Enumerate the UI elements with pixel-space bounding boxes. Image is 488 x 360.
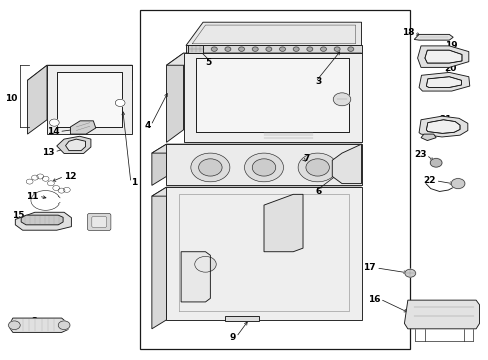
Text: 12: 12 <box>64 172 77 181</box>
Polygon shape <box>166 53 183 142</box>
Circle shape <box>244 153 283 182</box>
Circle shape <box>347 47 353 51</box>
Text: 6: 6 <box>315 187 321 196</box>
Circle shape <box>265 47 271 51</box>
Circle shape <box>49 119 59 126</box>
Circle shape <box>197 47 203 51</box>
Circle shape <box>53 185 60 190</box>
Circle shape <box>58 321 70 329</box>
Polygon shape <box>188 45 203 53</box>
Polygon shape <box>152 187 166 329</box>
Circle shape <box>298 153 336 182</box>
Polygon shape <box>424 50 461 63</box>
Polygon shape <box>166 187 361 320</box>
Polygon shape <box>15 212 71 230</box>
Circle shape <box>293 47 299 51</box>
Polygon shape <box>195 58 348 132</box>
Polygon shape <box>224 316 259 320</box>
Circle shape <box>252 47 258 51</box>
Circle shape <box>194 256 216 272</box>
Polygon shape <box>166 53 361 65</box>
Text: 4: 4 <box>144 121 151 130</box>
FancyBboxPatch shape <box>87 213 111 230</box>
Polygon shape <box>404 300 479 329</box>
Polygon shape <box>166 144 361 185</box>
Circle shape <box>279 47 285 51</box>
Text: 22: 22 <box>422 176 435 185</box>
Polygon shape <box>183 53 361 142</box>
Circle shape <box>450 179 464 189</box>
Polygon shape <box>331 144 361 184</box>
Bar <box>140 10 409 348</box>
Circle shape <box>332 93 350 106</box>
Circle shape <box>58 188 65 193</box>
Polygon shape <box>21 215 63 225</box>
Circle shape <box>224 47 230 51</box>
Text: 20: 20 <box>444 64 456 73</box>
Polygon shape <box>57 72 122 127</box>
Circle shape <box>429 158 441 167</box>
Text: 2: 2 <box>31 317 37 326</box>
Circle shape <box>238 47 244 51</box>
Polygon shape <box>185 22 361 45</box>
Circle shape <box>320 47 326 51</box>
Text: 14: 14 <box>46 127 59 136</box>
Text: 9: 9 <box>229 333 236 342</box>
Polygon shape <box>27 65 47 134</box>
Circle shape <box>42 176 49 181</box>
Text: 1: 1 <box>131 178 137 187</box>
Circle shape <box>47 181 54 186</box>
Text: 21: 21 <box>439 115 451 124</box>
Polygon shape <box>418 72 469 91</box>
Polygon shape <box>47 65 132 134</box>
Text: 3: 3 <box>315 77 321 86</box>
Polygon shape <box>420 134 435 140</box>
Polygon shape <box>27 65 132 80</box>
Text: 19: 19 <box>445 41 457 50</box>
Text: 15: 15 <box>12 211 24 220</box>
Polygon shape <box>57 136 91 153</box>
Text: 16: 16 <box>367 294 379 303</box>
Polygon shape <box>264 194 303 252</box>
Text: 17: 17 <box>363 264 375 273</box>
Polygon shape <box>413 35 452 40</box>
Circle shape <box>305 159 329 176</box>
Polygon shape <box>9 318 68 332</box>
Circle shape <box>26 179 33 184</box>
Polygon shape <box>70 121 96 134</box>
Circle shape <box>333 47 339 51</box>
Polygon shape <box>181 252 210 302</box>
Circle shape <box>252 159 275 176</box>
Polygon shape <box>152 144 166 185</box>
Circle shape <box>198 159 222 176</box>
Text: 5: 5 <box>204 58 211 67</box>
Text: 11: 11 <box>26 192 39 201</box>
Polygon shape <box>417 46 468 67</box>
Circle shape <box>63 187 70 192</box>
Circle shape <box>211 47 217 51</box>
Text: 7: 7 <box>303 154 309 163</box>
Text: 8: 8 <box>100 214 106 223</box>
Circle shape <box>115 99 125 107</box>
Circle shape <box>8 321 20 329</box>
FancyBboxPatch shape <box>92 217 106 227</box>
Circle shape <box>306 47 312 51</box>
Text: 18: 18 <box>401 28 413 37</box>
Polygon shape <box>426 120 459 134</box>
Text: 13: 13 <box>42 148 54 157</box>
Polygon shape <box>185 45 361 53</box>
Circle shape <box>31 175 38 180</box>
Polygon shape <box>426 77 461 87</box>
Text: 10: 10 <box>5 94 18 103</box>
Text: 23: 23 <box>413 150 426 159</box>
Polygon shape <box>152 187 361 196</box>
Circle shape <box>190 153 229 182</box>
Polygon shape <box>65 139 85 150</box>
Circle shape <box>37 174 43 179</box>
Polygon shape <box>152 144 361 153</box>
Polygon shape <box>418 116 467 137</box>
Circle shape <box>404 269 415 277</box>
